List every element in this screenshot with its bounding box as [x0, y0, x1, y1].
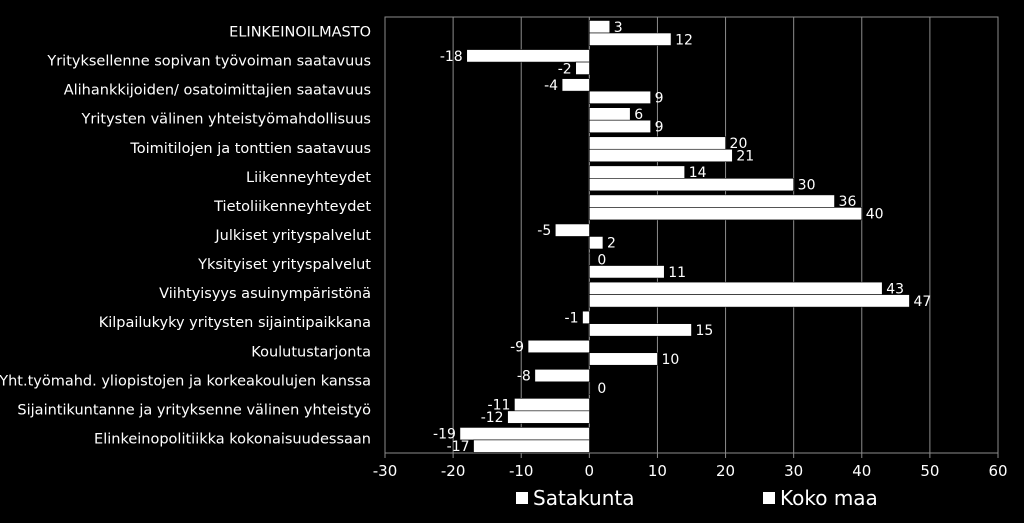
- x-tick-label: 30: [784, 462, 803, 480]
- bar-koko-maa: [575, 61, 590, 75]
- category-label: Yksityiset yrityspalvelut: [197, 257, 371, 273]
- data-label: 21: [736, 149, 754, 165]
- data-label: 2: [607, 236, 616, 252]
- category-label: Sijaintikuntanne ja yrityksenne välinen …: [17, 402, 371, 418]
- data-label: -18: [440, 49, 463, 65]
- data-label: -2: [558, 61, 572, 77]
- data-label: 36: [839, 194, 857, 210]
- data-label: 11: [668, 265, 686, 281]
- legend-swatch: [516, 492, 528, 504]
- data-label: 43: [886, 281, 904, 297]
- bar-satakunta: [527, 339, 590, 354]
- bar-satakunta: [589, 136, 726, 150]
- data-label: 12: [675, 32, 693, 48]
- category-label: Koulutustarjonta: [251, 344, 371, 360]
- data-label: 9: [655, 90, 664, 106]
- x-tick-label: 0: [585, 462, 595, 480]
- bar-koko-maa: [589, 236, 604, 250]
- bar-koko-maa: [589, 294, 910, 308]
- x-tick-label: -10: [509, 462, 534, 480]
- bar-satakunta: [589, 281, 883, 295]
- x-tick-label: 40: [852, 462, 871, 480]
- bar-satakunta: [514, 398, 590, 412]
- legend-swatch: [763, 492, 775, 504]
- category-label: Viihtyisyys asuinympäristönä: [159, 286, 371, 302]
- data-label: -19: [433, 427, 456, 443]
- x-tick-label: 50: [920, 462, 939, 480]
- data-label: 9: [655, 119, 664, 135]
- legend-label: Koko maa: [780, 486, 878, 510]
- bar-satakunta: [582, 310, 590, 324]
- x-tick-label: 20: [716, 462, 735, 480]
- x-tick-label: 60: [988, 462, 1007, 480]
- x-tick-label: 10: [648, 462, 667, 480]
- bar-koko-maa: [589, 352, 658, 366]
- data-label: 20: [730, 136, 748, 152]
- data-label: 10: [661, 352, 679, 368]
- data-label: 6: [634, 107, 643, 123]
- bar-koko-maa: [589, 207, 863, 221]
- data-label: 15: [696, 323, 714, 339]
- category-label: Toimitilojen ja tonttien saatavuus: [129, 141, 371, 157]
- data-label: 14: [689, 165, 707, 181]
- category-label: Julkiset yrityspalvelut: [214, 228, 371, 244]
- data-label: -4: [544, 78, 558, 94]
- data-label: -17: [447, 439, 470, 455]
- data-label: 40: [866, 207, 884, 223]
- bar-koko-maa: [473, 439, 590, 453]
- category-label: ELINKEINOILMASTO: [229, 25, 371, 41]
- bar-koko-maa: [507, 410, 590, 424]
- legend-label: Satakunta: [533, 486, 634, 510]
- bar-satakunta: [589, 107, 631, 121]
- bar-koko-maa: [589, 381, 591, 395]
- x-tick-label: -20: [441, 462, 466, 480]
- category-label: Tietoliikenneyhteydet: [213, 199, 371, 215]
- bar-satakunta: [534, 368, 590, 383]
- bar-satakunta: [554, 223, 590, 237]
- bar-satakunta: [561, 78, 590, 92]
- category-label: Liikenneyhteydet: [246, 170, 371, 186]
- data-label: -11: [488, 398, 511, 414]
- data-label: 30: [798, 178, 816, 194]
- bar-satakunta: [459, 427, 590, 441]
- bar-koko-maa: [589, 148, 733, 163]
- bar-koko-maa: [589, 32, 672, 46]
- bar-koko-maa: [589, 119, 651, 133]
- bar-satakunta: [589, 20, 611, 34]
- category-label: Elinkeinopolitiikka kokonaisuudessaan: [94, 431, 371, 447]
- bar-koko-maa: [589, 90, 651, 104]
- data-label: 3: [614, 20, 623, 36]
- bar-koko-maa: [589, 178, 794, 192]
- bar-satakunta: [589, 252, 591, 266]
- data-label: 0: [597, 381, 606, 397]
- data-label: -9: [510, 339, 524, 355]
- category-label: Yritysten välinen yhteistyömahdollisuus: [81, 112, 371, 128]
- data-label: -1: [565, 310, 579, 326]
- bar-koko-maa: [589, 265, 665, 279]
- data-label: 47: [913, 294, 931, 310]
- plot-area: [384, 16, 999, 454]
- category-label: Alihankkijoiden/ osatoimittajien saatavu…: [64, 83, 371, 99]
- bar-koko-maa: [589, 323, 692, 337]
- category-label: Kilpailukyky yritysten sijaintipaikkana: [99, 315, 371, 331]
- category-label: Yht.työmahd. yliopistojen ja korkeakoulu…: [0, 373, 371, 389]
- bar-satakunta: [589, 194, 835, 208]
- data-label: -5: [537, 223, 551, 239]
- x-tick-label: -30: [373, 462, 398, 480]
- category-label: Yrityksellenne sopivan työvoiman saatavu…: [46, 54, 371, 70]
- bar-satakunta: [589, 165, 685, 179]
- data-label: -8: [517, 369, 531, 385]
- bar-satakunta: [466, 49, 590, 63]
- data-label: -12: [481, 410, 504, 426]
- data-label: 0: [597, 252, 606, 268]
